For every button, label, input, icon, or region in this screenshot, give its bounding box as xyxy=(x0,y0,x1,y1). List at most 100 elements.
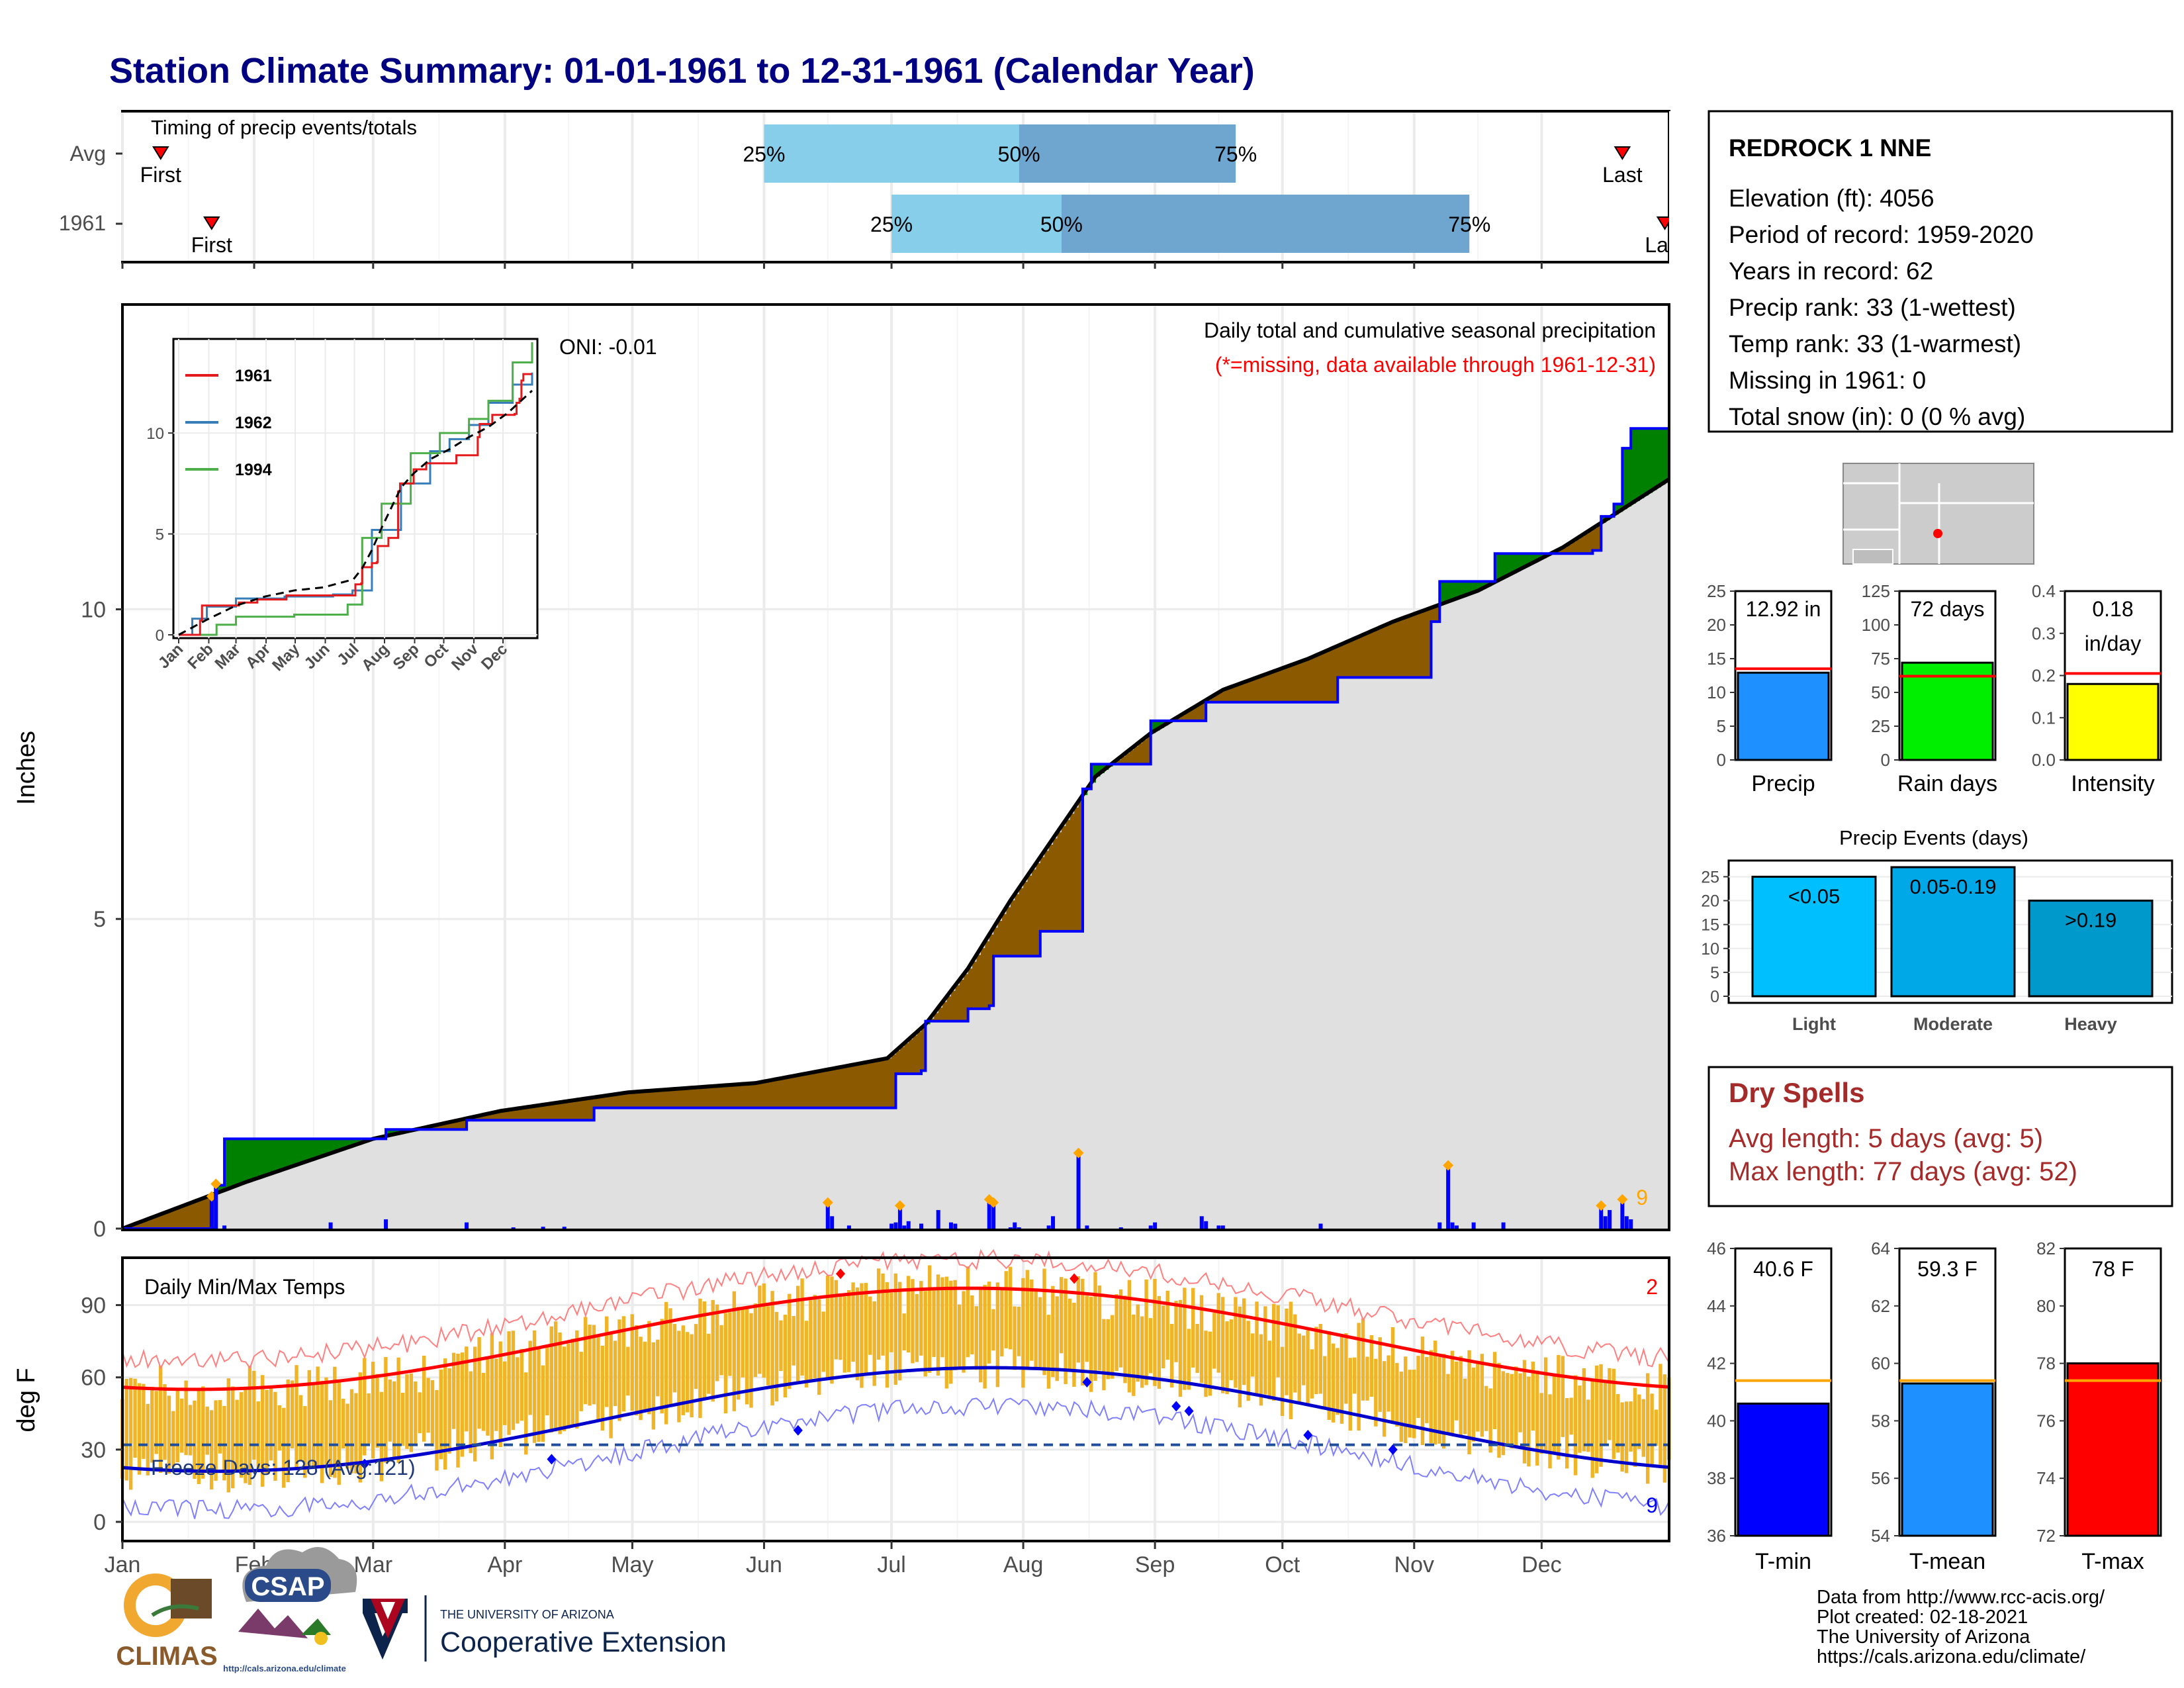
below-avg-area xyxy=(1559,549,1564,554)
daily-temp-range xyxy=(553,1321,558,1432)
daily-precip-bar xyxy=(846,1225,851,1229)
daily-temp-range xyxy=(1169,1323,1174,1388)
below-avg-area xyxy=(1287,666,1292,702)
daily-temp-range xyxy=(532,1330,537,1443)
daily-temp-range xyxy=(205,1406,209,1455)
below-avg-area xyxy=(1252,679,1258,702)
csap-logo-text: CSAP xyxy=(251,1572,324,1601)
daily-temp-range xyxy=(171,1411,175,1467)
daily-temp-range xyxy=(307,1370,311,1469)
record-temp-marker xyxy=(836,1268,846,1280)
below-avg-area xyxy=(938,1008,943,1021)
inset-avg-line xyxy=(178,390,533,636)
daily-temp-range xyxy=(128,1378,133,1490)
below-avg-area xyxy=(1210,697,1215,702)
daily-temp-range xyxy=(290,1380,295,1448)
daily-temp-range xyxy=(668,1308,672,1405)
daily-temp-range xyxy=(1106,1319,1111,1380)
record-temp-marker xyxy=(1184,1405,1194,1417)
above-avg-area xyxy=(1465,581,1471,596)
inset-y-tick: 0 xyxy=(156,627,164,645)
daily-precip-bar xyxy=(1450,1222,1455,1229)
below-avg-area xyxy=(547,1103,553,1121)
daily-temp-range xyxy=(817,1299,821,1395)
above-avg-area xyxy=(351,1139,357,1147)
summary-label: T-mean xyxy=(1909,1549,1985,1574)
daily-precip-bar xyxy=(541,1227,545,1229)
climas-logo-text: CLIMAS xyxy=(116,1642,217,1671)
arizona-locator-map xyxy=(1843,463,2034,565)
record-temp-marker xyxy=(1069,1273,1079,1284)
daily-temp-range xyxy=(860,1283,864,1388)
below-avg-area xyxy=(632,1092,637,1108)
record-min-line xyxy=(122,1397,1670,1519)
daily-precip-bar xyxy=(1051,1216,1056,1229)
above-avg-area xyxy=(1469,581,1475,594)
avg-min-line xyxy=(122,1366,1670,1474)
summary-label: Intensity xyxy=(2071,771,2155,796)
daily-temp-range xyxy=(758,1286,762,1374)
month-label: Mar xyxy=(354,1552,393,1577)
daily-temp-range xyxy=(1467,1350,1471,1454)
daily-temp-range xyxy=(248,1366,252,1485)
below-avg-area xyxy=(564,1102,569,1121)
summary-label: T-min xyxy=(1755,1549,1811,1574)
below-avg-area xyxy=(874,1060,880,1108)
summary-tick-label: 80 xyxy=(2036,1296,2056,1316)
daily-temp-range xyxy=(1267,1340,1271,1400)
below-avg-area xyxy=(1066,820,1071,931)
y-tick-label: 5 xyxy=(93,907,106,932)
daily-temp-range xyxy=(1488,1388,1492,1453)
daily-temp-range xyxy=(911,1279,915,1364)
daily-temp-range xyxy=(1000,1289,1004,1357)
summary-label: Rain days xyxy=(1897,771,1997,796)
avg-quartile-25-50-bar xyxy=(764,124,1019,183)
below-avg-area xyxy=(1142,739,1148,765)
events-tick-label: 0 xyxy=(1710,988,1719,1006)
inset-y-tick: 10 xyxy=(146,425,164,443)
extreme-precip-marker xyxy=(1443,1160,1454,1171)
ua-big-text: Cooperative Extension xyxy=(440,1626,727,1658)
above-avg-area xyxy=(1512,553,1517,574)
below-avg-area xyxy=(1227,688,1232,702)
above-avg-area xyxy=(1095,764,1101,777)
below-avg-area xyxy=(1397,620,1402,678)
daily-temp-range xyxy=(634,1325,639,1416)
below-avg-area xyxy=(662,1090,667,1108)
below-avg-area xyxy=(1180,715,1185,721)
daily-temp-range xyxy=(774,1311,779,1402)
below-avg-area xyxy=(475,1116,480,1121)
daily-precip-bar xyxy=(1148,1225,1153,1229)
below-avg-area xyxy=(1222,690,1228,702)
daily-temp-range xyxy=(605,1316,609,1407)
daily-temp-range xyxy=(1144,1279,1148,1385)
y-tick-label: 10 xyxy=(81,597,106,622)
daily-temp-range xyxy=(1017,1307,1021,1356)
below-avg-area xyxy=(1295,663,1300,702)
daily-temp-range xyxy=(1433,1340,1437,1445)
above-avg-area xyxy=(1461,581,1466,597)
below-avg-area xyxy=(1015,894,1020,957)
summary-tick-label: 64 xyxy=(1871,1239,1890,1258)
below-avg-area xyxy=(848,1065,854,1108)
daily-precip-bar xyxy=(384,1219,388,1229)
daily-temp-range xyxy=(881,1273,885,1356)
daily-temp-range xyxy=(940,1277,944,1358)
above-avg-area xyxy=(279,1139,285,1171)
below-avg-area xyxy=(186,1204,191,1229)
daily-temp-range xyxy=(430,1380,435,1446)
below-avg-area xyxy=(1363,634,1368,678)
above-avg-area xyxy=(1091,764,1097,783)
daily-precip-bar xyxy=(1046,1225,1051,1229)
below-avg-area xyxy=(674,1089,680,1108)
below-avg-area xyxy=(1197,705,1203,721)
daily-temp-range xyxy=(295,1365,298,1468)
below-avg-area xyxy=(743,1084,748,1108)
daily-temp-range xyxy=(1123,1295,1127,1383)
daily-temp-range xyxy=(1506,1373,1510,1444)
daily-temp-range xyxy=(1174,1301,1178,1362)
below-avg-area xyxy=(1350,640,1355,678)
daily-temp-range xyxy=(1459,1356,1463,1438)
daily-temp-range xyxy=(936,1274,940,1376)
summary-tick-label: 0 xyxy=(1881,750,1890,770)
